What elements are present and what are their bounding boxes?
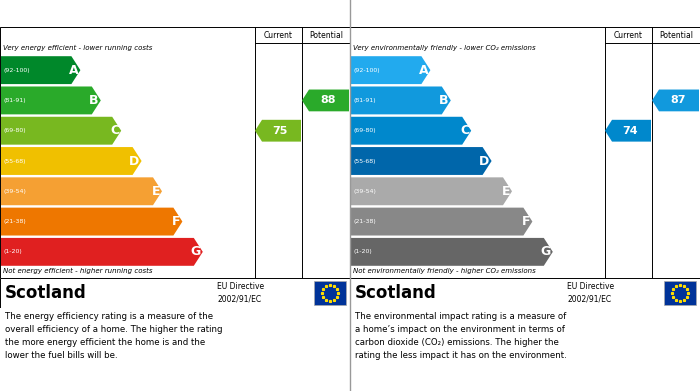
Text: (81-91): (81-91) [4, 98, 27, 103]
Text: EU Directive
2002/91/EC: EU Directive 2002/91/EC [567, 282, 614, 304]
Text: (21-38): (21-38) [4, 219, 27, 224]
Text: 88: 88 [320, 95, 335, 106]
Polygon shape [605, 120, 651, 142]
Polygon shape [1, 86, 101, 115]
Text: Environmental Impact (CO₂) Rating: Environmental Impact (CO₂) Rating [356, 7, 589, 20]
Text: F: F [172, 215, 181, 228]
Text: Energy Efficiency Rating: Energy Efficiency Rating [6, 7, 169, 20]
Text: Potential: Potential [309, 30, 343, 39]
Text: C: C [460, 124, 469, 137]
Text: Scotland: Scotland [355, 284, 437, 302]
Polygon shape [351, 56, 430, 84]
Text: A: A [419, 64, 428, 77]
Polygon shape [351, 238, 553, 266]
Text: F: F [522, 215, 531, 228]
Text: EU Directive
2002/91/EC: EU Directive 2002/91/EC [217, 282, 264, 304]
Text: E: E [151, 185, 160, 198]
Text: E: E [501, 185, 510, 198]
Text: B: B [90, 94, 99, 107]
Text: D: D [480, 154, 489, 167]
Text: (69-80): (69-80) [4, 128, 27, 133]
Text: 75: 75 [272, 126, 288, 136]
Text: A: A [69, 64, 78, 77]
Text: Not energy efficient - higher running costs: Not energy efficient - higher running co… [3, 268, 153, 274]
Text: The environmental impact rating is a measure of
a home’s impact on the environme: The environmental impact rating is a mea… [355, 312, 567, 360]
Text: (39-54): (39-54) [354, 189, 377, 194]
Text: Very energy efficient - lower running costs: Very energy efficient - lower running co… [3, 45, 153, 51]
Text: 87: 87 [670, 95, 685, 106]
Text: (39-54): (39-54) [4, 189, 27, 194]
Text: (92-100): (92-100) [4, 68, 31, 73]
Bar [314, 281, 346, 305]
Text: G: G [540, 246, 551, 258]
Text: C: C [110, 124, 119, 137]
Polygon shape [351, 117, 471, 145]
Polygon shape [255, 120, 301, 142]
Text: Current: Current [614, 30, 643, 39]
Text: (69-80): (69-80) [354, 128, 377, 133]
Polygon shape [1, 238, 203, 266]
Text: (92-100): (92-100) [354, 68, 381, 73]
Text: Potential: Potential [659, 30, 693, 39]
Text: Very environmentally friendly - lower CO₂ emissions: Very environmentally friendly - lower CO… [353, 45, 536, 51]
Text: 74: 74 [622, 126, 638, 136]
Polygon shape [1, 178, 162, 205]
Polygon shape [351, 208, 533, 235]
Text: (81-91): (81-91) [354, 98, 377, 103]
Polygon shape [1, 56, 80, 84]
Polygon shape [1, 147, 141, 175]
Text: Scotland: Scotland [5, 284, 87, 302]
Polygon shape [1, 208, 183, 235]
Text: The energy efficiency rating is a measure of the
overall efficiency of a home. T: The energy efficiency rating is a measur… [5, 312, 223, 360]
Bar [664, 281, 696, 305]
Text: (1-20): (1-20) [4, 249, 22, 255]
Polygon shape [652, 90, 699, 111]
Text: Current: Current [264, 30, 293, 39]
Text: (1-20): (1-20) [354, 249, 372, 255]
Polygon shape [1, 117, 121, 145]
Polygon shape [351, 178, 512, 205]
Text: G: G [190, 246, 201, 258]
Text: Not environmentally friendly - higher CO₂ emissions: Not environmentally friendly - higher CO… [353, 268, 536, 274]
Polygon shape [351, 86, 451, 115]
Polygon shape [302, 90, 349, 111]
Text: (55-68): (55-68) [4, 158, 27, 163]
Text: D: D [130, 154, 139, 167]
Polygon shape [351, 147, 491, 175]
Text: (21-38): (21-38) [354, 219, 377, 224]
Text: B: B [440, 94, 449, 107]
Text: (55-68): (55-68) [354, 158, 377, 163]
